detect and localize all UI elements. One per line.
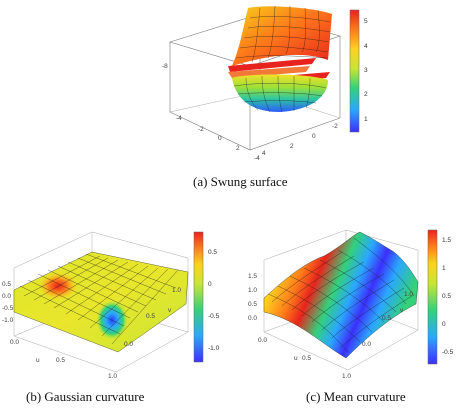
caption-swung-surface: (a) Swung surface — [193, 174, 288, 189]
tick-label: 0.0 — [2, 293, 11, 300]
tick-label: 0.0 — [10, 339, 19, 346]
axis-label-v: v — [168, 307, 172, 314]
tick-label: 0.5 — [2, 281, 11, 288]
tick-label: 0 — [312, 133, 316, 140]
tick-label: 0.0 — [124, 341, 133, 348]
mean-colorbar: 1.5 1 0.5 0 -0.5 — [427, 229, 454, 365]
colorbar-tick: 0.5 — [208, 249, 217, 256]
tick-label: -4 — [176, 115, 182, 122]
mean-curvature-plot: 1.5 1.0 0.5 0.0 0.0 0.5 1.0 1.0 0.5 0.0 … — [248, 229, 454, 380]
tick-label: -2 — [198, 126, 204, 133]
caption-mean-curvature: (c) Mean curvature — [306, 389, 406, 404]
gaussian-curvature-plot: 0.5 0.0 -0.5 -1.0 0.0 0.5 1.0 1.0 0.5 0.… — [2, 231, 220, 380]
tick-label: 1.0 — [248, 287, 257, 294]
colorbar-tick: 1.5 — [442, 237, 451, 244]
panel-mean-curvature: 1.5 1.0 0.5 0.0 0.0 0.5 1.0 1.0 0.5 0.0 … — [242, 212, 474, 382]
swung-colorbar: 5 4 3 2 1 — [349, 9, 368, 133]
panel-swung-surface: -8 -4 -2 0 2 -4 4 2 0 -2 5 4 3 2 1 — [140, 0, 380, 170]
tick-label: -4 — [254, 155, 260, 162]
colorbar-tick: 1 — [442, 265, 446, 272]
axis-label-u: u — [36, 357, 40, 364]
caption-gaussian-curvature: (b) Gaussian curvature — [26, 389, 145, 404]
tick-label: 0.5 — [56, 357, 65, 364]
tick-label: 1.0 — [404, 291, 413, 298]
colorbar-tick: 5 — [364, 18, 368, 25]
tick-label: 0.5 — [302, 355, 311, 362]
mean-surface — [263, 231, 419, 359]
axis-label-v: v — [400, 307, 404, 314]
swung-axis-ticks: -8 -4 -2 0 2 -4 4 2 0 -2 — [162, 63, 338, 162]
tick-label: 4 — [262, 150, 266, 157]
tick-label: -1.0 — [2, 317, 14, 324]
colorbar-tick: 0 — [208, 281, 212, 288]
tick-label: 2 — [290, 143, 294, 150]
tick-label: 1.0 — [172, 287, 181, 294]
tick-label: -2 — [332, 123, 338, 130]
colorbar-tick: 4 — [364, 43, 368, 50]
colorbar-tick: 3 — [364, 67, 368, 74]
tick-label: 0.0 — [258, 337, 267, 344]
tick-label: 1.0 — [342, 373, 351, 380]
tick-label: 0.0 — [248, 315, 257, 322]
colorbar-tick: -0.5 — [442, 349, 454, 356]
tick-label: 0 — [218, 135, 222, 142]
swung-upper-sheet — [232, 5, 332, 66]
colorbar-tick: 0.5 — [442, 293, 451, 300]
axis-label-u: u — [294, 355, 298, 362]
colorbar-tick: 0 — [442, 321, 446, 328]
tick-label: -0.5 — [2, 305, 14, 312]
tick-label: 0.5 — [248, 301, 257, 308]
tick-label: -8 — [162, 63, 168, 70]
tick-label: 1.0 — [108, 373, 117, 380]
tick-label: 0.0 — [362, 341, 371, 348]
colorbar-tick: -1.0 — [208, 345, 220, 352]
tick-label: 0.5 — [382, 315, 391, 322]
colorbar-tick: 1 — [364, 116, 368, 123]
gaussian-surface — [13, 251, 189, 353]
swung-surface-plot: -8 -4 -2 0 2 -4 4 2 0 -2 5 4 3 2 1 — [162, 5, 368, 162]
gaussian-colorbar: 0.5 0 -0.5 -1.0 — [193, 231, 220, 363]
tick-label: 1.5 — [248, 273, 257, 280]
panel-gaussian-curvature: 0.5 0.0 -0.5 -1.0 0.0 0.5 1.0 1.0 0.5 0.… — [0, 212, 232, 382]
tick-label: 2 — [236, 145, 240, 152]
tick-label: 0.5 — [146, 313, 155, 320]
colorbar-tick: 2 — [364, 91, 368, 98]
colorbar-tick: -0.5 — [208, 313, 220, 320]
swung-lower-bowl — [232, 74, 328, 113]
gaussian-axis-ticks: 0.5 0.0 -0.5 -1.0 0.0 0.5 1.0 1.0 0.5 0.… — [2, 281, 181, 380]
mean-axis-ticks: 1.5 1.0 0.5 0.0 0.0 0.5 1.0 1.0 0.5 0.0 … — [248, 273, 413, 380]
